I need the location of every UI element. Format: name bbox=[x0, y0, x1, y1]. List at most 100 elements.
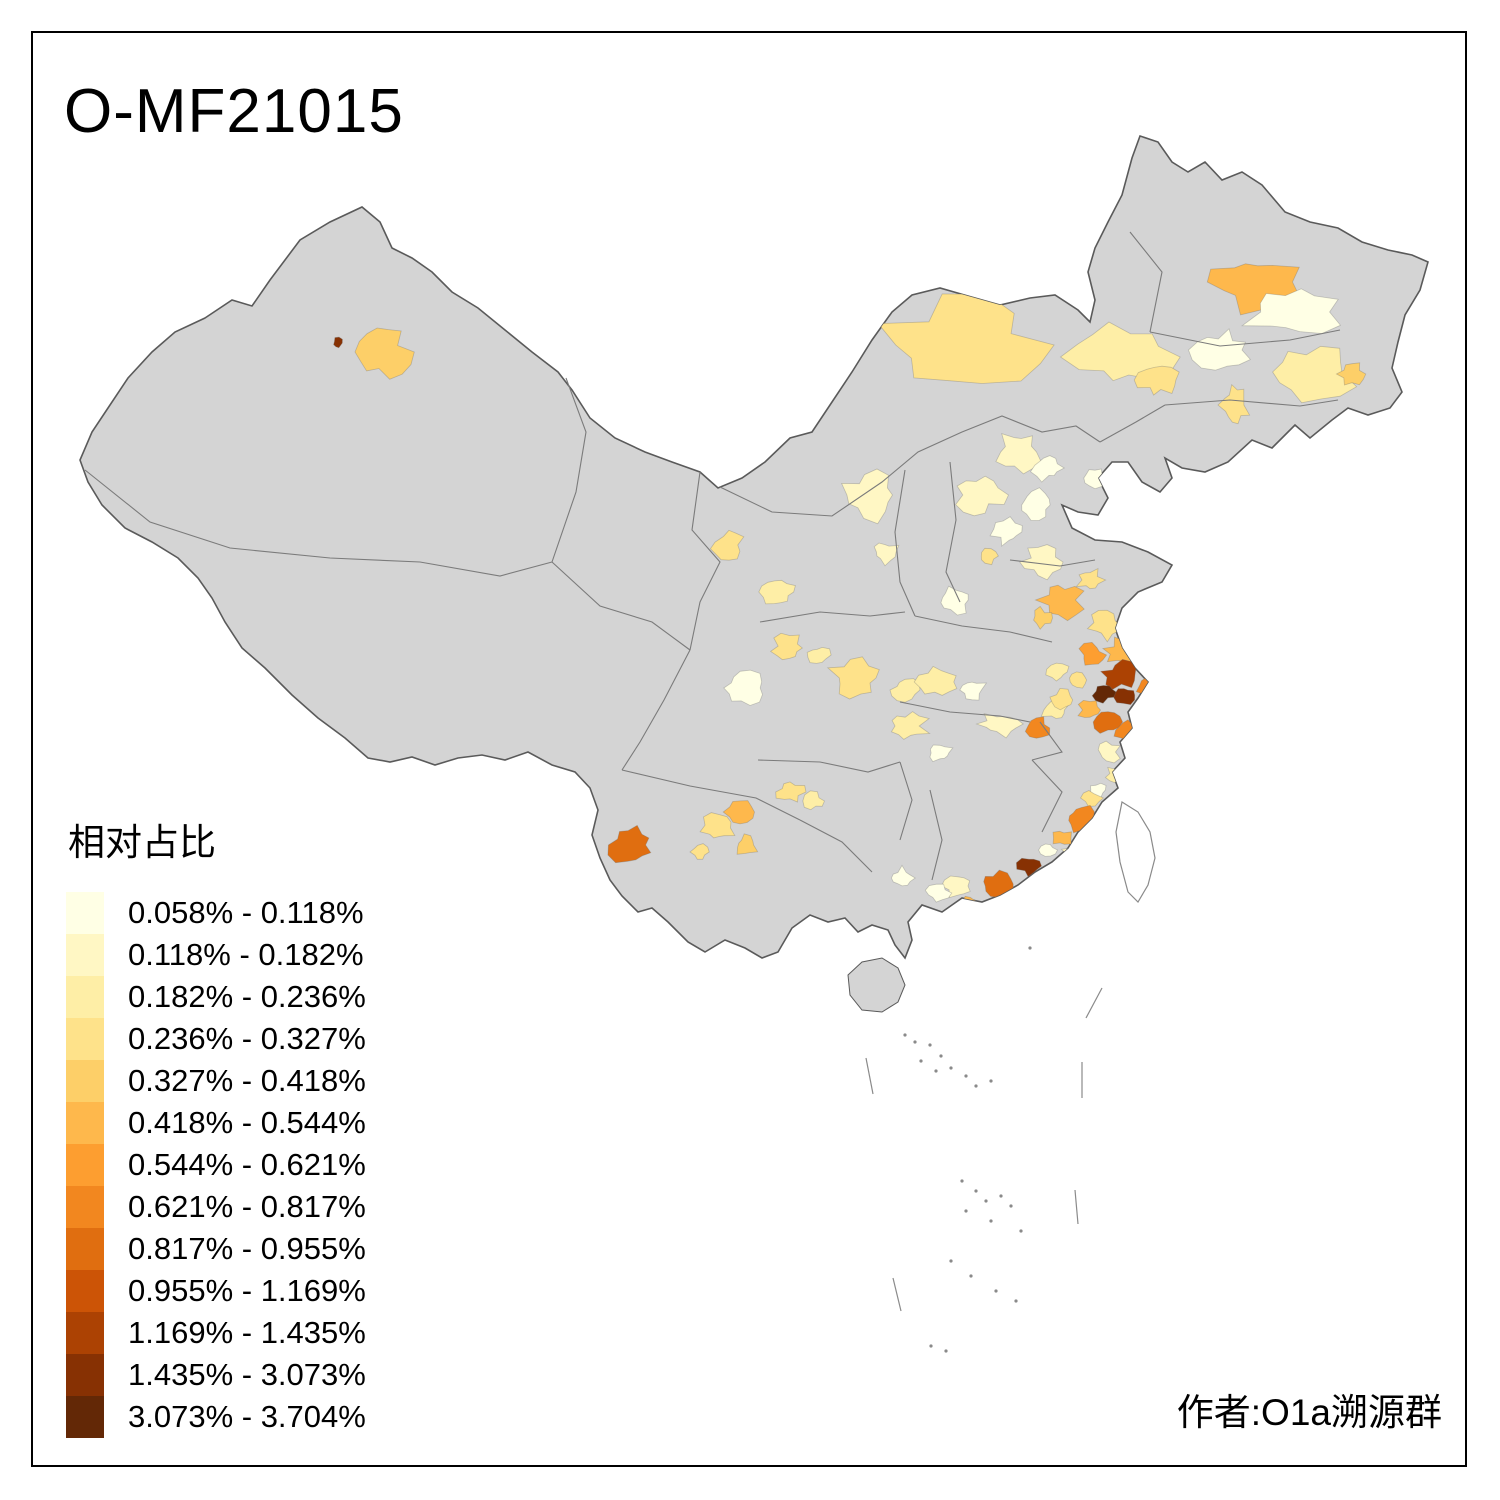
legend-swatch bbox=[66, 934, 104, 976]
legend-swatch bbox=[66, 1270, 104, 1312]
plot-border bbox=[31, 31, 1467, 1467]
legend-swatch bbox=[66, 976, 104, 1018]
map-region bbox=[890, 711, 931, 740]
islet-dot bbox=[939, 1054, 943, 1058]
legend-row: 0.058% - 0.118% bbox=[66, 892, 366, 934]
map-region bbox=[929, 744, 954, 763]
legend-swatch bbox=[66, 1018, 104, 1060]
legend-row: 0.817% - 0.955% bbox=[66, 1228, 366, 1270]
legend-label: 0.182% - 0.236% bbox=[128, 979, 366, 1014]
legend-row: 3.073% - 3.704% bbox=[66, 1396, 366, 1438]
legend-swatch bbox=[66, 1354, 104, 1396]
legend-swatch bbox=[66, 1396, 104, 1438]
islet-dot bbox=[989, 1219, 993, 1223]
islet-dot bbox=[919, 1059, 923, 1063]
map-region bbox=[980, 547, 999, 566]
map-region bbox=[806, 646, 832, 664]
islet-dot bbox=[964, 1074, 968, 1078]
coastline-fragment bbox=[1074, 1189, 1079, 1225]
legend-label: 1.435% - 3.073% bbox=[128, 1357, 366, 1392]
map-region bbox=[940, 585, 969, 616]
legend-rows: 0.058% - 0.118% 0.118% - 0.182% 0.182% - 0… bbox=[66, 892, 366, 1438]
map-region bbox=[607, 824, 652, 864]
map-region bbox=[1079, 790, 1105, 807]
map-region bbox=[826, 656, 880, 700]
legend-swatch bbox=[66, 1144, 104, 1186]
islet-dot bbox=[969, 1274, 973, 1278]
legend-row: 0.118% - 0.182% bbox=[66, 934, 366, 976]
map-region bbox=[1033, 605, 1053, 630]
map-region bbox=[924, 883, 953, 903]
legend-label: 0.327% - 0.418% bbox=[128, 1063, 366, 1098]
islet-dot bbox=[949, 1066, 953, 1070]
legend-swatch bbox=[66, 892, 104, 934]
map-region bbox=[873, 542, 900, 567]
islet-dot bbox=[984, 1199, 988, 1203]
map-region bbox=[1019, 544, 1064, 581]
map-region bbox=[840, 468, 893, 525]
map-region bbox=[1092, 711, 1124, 734]
map-region bbox=[1335, 362, 1367, 386]
islet-dot bbox=[928, 1043, 932, 1047]
legend-label: 0.817% - 0.955% bbox=[128, 1231, 366, 1266]
legend-swatch bbox=[66, 1102, 104, 1144]
legend-label: 0.058% - 0.118% bbox=[128, 895, 364, 930]
map-region bbox=[1097, 740, 1121, 764]
islet-dot bbox=[944, 1349, 948, 1353]
legend: 相对占比 0.058% - 0.118% 0.118% - 0.182% 0.182… bbox=[66, 812, 366, 1438]
map-region bbox=[333, 336, 343, 349]
map-region bbox=[877, 293, 1055, 384]
map-region bbox=[889, 678, 921, 703]
islet-dot bbox=[989, 1079, 993, 1083]
map-region bbox=[775, 781, 807, 803]
legend-label: 0.418% - 0.544% bbox=[128, 1105, 366, 1140]
legend-row: 1.169% - 1.435% bbox=[66, 1312, 366, 1354]
figure-title: O-MF21015 bbox=[64, 77, 404, 146]
islet-dot bbox=[974, 1189, 978, 1193]
legend-row: 0.544% - 0.621% bbox=[66, 1144, 366, 1186]
map-region bbox=[1015, 857, 1042, 878]
islet-dot bbox=[934, 1069, 938, 1073]
map-region bbox=[1075, 567, 1107, 590]
map-region bbox=[1069, 671, 1088, 689]
map-region bbox=[1045, 662, 1070, 682]
legend-swatch bbox=[66, 1186, 104, 1228]
province-borders bbox=[84, 231, 1341, 881]
map-region bbox=[989, 516, 1023, 547]
map-region bbox=[1049, 687, 1074, 711]
legend-label: 0.544% - 0.621% bbox=[128, 1147, 366, 1182]
legend-row: 0.327% - 0.418% bbox=[66, 1060, 366, 1102]
islet-dot bbox=[949, 1259, 953, 1263]
map-region bbox=[1034, 584, 1085, 622]
map-region bbox=[709, 529, 745, 561]
legend-title: 相对占比 bbox=[68, 821, 216, 864]
map-region bbox=[802, 790, 826, 811]
islet-dot bbox=[1014, 1299, 1018, 1303]
map-region bbox=[1029, 455, 1066, 483]
islet-dot bbox=[1019, 1229, 1023, 1233]
map-region bbox=[1086, 609, 1120, 643]
hainan-island bbox=[847, 957, 906, 1013]
map-region bbox=[769, 632, 803, 661]
legend-label: 1.169% - 1.435% bbox=[128, 1315, 366, 1350]
legend-swatch bbox=[66, 1312, 104, 1354]
islet-dot bbox=[1028, 946, 1032, 950]
islands bbox=[847, 801, 1156, 1353]
legend-label: 0.955% - 1.169% bbox=[128, 1273, 366, 1308]
map-region bbox=[354, 327, 415, 380]
map-region bbox=[736, 833, 759, 855]
islet-dot bbox=[913, 1040, 917, 1044]
map-region bbox=[1024, 716, 1051, 739]
map-region bbox=[1217, 383, 1251, 425]
legend-row: 0.182% - 0.236% bbox=[66, 976, 366, 1018]
map-region bbox=[1077, 699, 1101, 718]
islet-dot bbox=[929, 1344, 933, 1348]
map-region bbox=[959, 681, 988, 701]
legend-label: 0.621% - 0.817% bbox=[128, 1189, 366, 1224]
islet-dot bbox=[994, 1289, 998, 1293]
map-region bbox=[890, 864, 916, 887]
south-china-sea-islets bbox=[903, 946, 1032, 1353]
islet-dot bbox=[974, 1084, 978, 1088]
map-region bbox=[722, 800, 755, 825]
